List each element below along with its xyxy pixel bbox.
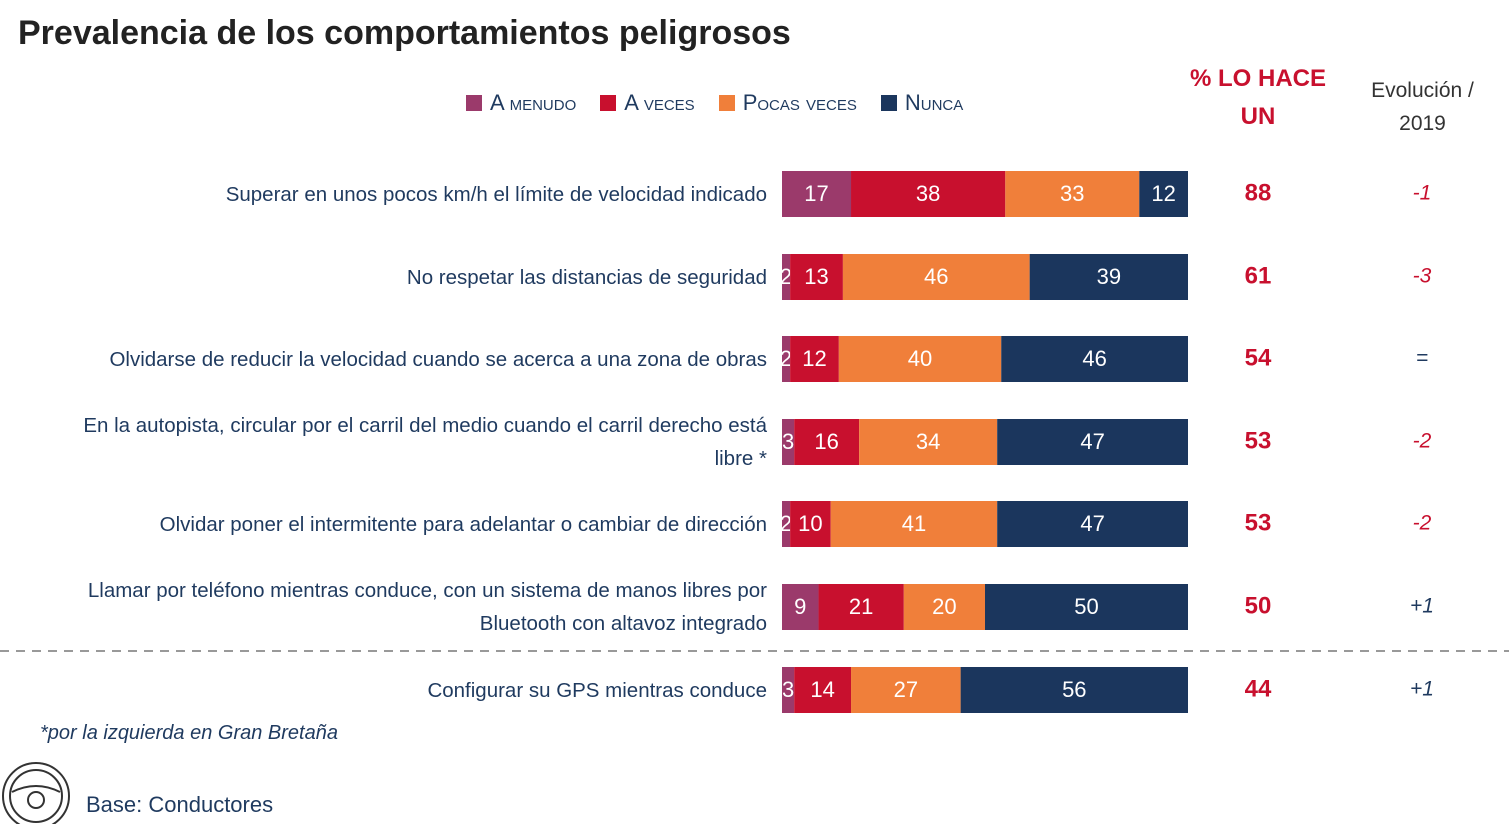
bar-segment <box>851 171 1006 217</box>
bar-segment <box>790 336 839 382</box>
category-label: Olvidar poner el intermitente para adela… <box>159 512 767 536</box>
bar-value-label: 2 <box>780 264 792 289</box>
bar-value-label: 14 <box>810 677 834 702</box>
bar-segment <box>782 171 852 217</box>
bar-value-label: 41 <box>902 511 926 536</box>
bar-value-label: 27 <box>894 677 918 702</box>
bar-value-label: 56 <box>1062 677 1086 702</box>
bar-segment <box>1029 254 1188 300</box>
bar-value-label: 47 <box>1080 429 1104 454</box>
bar-segment <box>782 501 791 547</box>
summary-value: 53 <box>1245 509 1272 536</box>
bar-segment <box>790 501 831 547</box>
category-label: Configurar su GPS mientras conduce <box>427 678 767 702</box>
bar-segment <box>842 254 1030 300</box>
bar-value-label: 34 <box>916 429 940 454</box>
evolution-value: = <box>1416 347 1428 370</box>
bar-value-label: 40 <box>908 346 932 371</box>
summary-value: 44 <box>1245 675 1272 702</box>
evolution-value: +1 <box>1410 595 1434 618</box>
category-label: En la autopista, circular por el carril … <box>83 414 767 470</box>
bar-value-label: 21 <box>849 594 873 619</box>
category-label: Superar en unos pocos km/h el límite de … <box>225 182 767 206</box>
category-label: Llamar por teléfono mientras conduce, co… <box>87 579 767 635</box>
bar-segment <box>838 336 1002 382</box>
bar-segment <box>794 419 860 465</box>
bar-segment <box>782 336 791 382</box>
bar-value-label: 9 <box>794 594 806 619</box>
bar-segment <box>794 667 852 713</box>
bar-segment <box>1001 336 1188 382</box>
bar-value-label: 12 <box>802 346 826 371</box>
bar-segment <box>985 584 1188 630</box>
bar-value-label: 3 <box>782 429 794 454</box>
evolution-value: -3 <box>1413 265 1432 288</box>
summary-value: 54 <box>1245 344 1272 371</box>
bar-value-label: 13 <box>804 264 828 289</box>
bar-segment <box>997 501 1188 547</box>
bar-segment <box>903 584 985 630</box>
bar-value-label: 47 <box>1080 511 1104 536</box>
bar-value-label: 50 <box>1074 594 1098 619</box>
bar-segment <box>997 419 1188 465</box>
bar-value-label: 10 <box>798 511 822 536</box>
bar-segment <box>818 584 904 630</box>
evolution-header: Evolución / 2019 <box>1371 79 1474 135</box>
legend-swatch <box>718 95 735 111</box>
bar-segment <box>790 254 843 300</box>
bar-value-label: 33 <box>1060 181 1084 206</box>
legend-swatch <box>466 95 482 111</box>
bar-segment <box>830 501 998 547</box>
evolution-value: +1 <box>1410 678 1434 701</box>
bar-value-label: 3 <box>782 677 794 702</box>
bar-segment <box>960 667 1188 713</box>
summary-value: 88 <box>1245 179 1272 206</box>
bar-value-label: 2 <box>780 511 792 536</box>
summary-value: 61 <box>1245 262 1272 289</box>
bar-value-label: 12 <box>1151 181 1175 206</box>
legend-item: A menudo <box>466 90 576 116</box>
icon <box>2 762 70 824</box>
legend-item: Nunca <box>880 90 964 116</box>
bar-value-label: 46 <box>924 264 948 289</box>
bar-value-label: 39 <box>1097 264 1121 289</box>
category-label: No respetar las distancias de seguridad <box>406 265 767 289</box>
legend-swatch <box>880 95 897 111</box>
bar-segment <box>782 419 795 465</box>
legend-label: Nunca <box>904 90 964 115</box>
summary-value: 50 <box>1245 592 1272 619</box>
footnote: *por la izquierda en Gran Bretaña <box>40 722 338 744</box>
summary-header: % LO HACE UN <box>1190 65 1327 130</box>
legend: A menudo A veces Pocas veces Nunca <box>466 90 987 116</box>
legend-label: Pocas veces <box>742 90 857 115</box>
legend-swatch <box>600 95 617 111</box>
bar-value-label: 17 <box>804 181 828 206</box>
bar-segment <box>1005 171 1140 217</box>
legend-label: A veces <box>624 90 695 115</box>
bar-segment <box>851 667 961 713</box>
base-note: Base: Conductores <box>86 792 274 817</box>
chart-title: Prevalencia de los comportamientos pelig… <box>18 14 791 52</box>
legend-item: Pocas veces <box>718 90 857 116</box>
legend-label: A menudo <box>490 90 577 115</box>
bar-segment <box>782 254 791 300</box>
bar-value-label: 16 <box>814 429 838 454</box>
bar-value-label: 20 <box>932 594 956 619</box>
bar-segment <box>1139 171 1188 217</box>
evolution-value: -1 <box>1413 182 1432 205</box>
category-label: Olvidarse de reducir la velocidad cuando… <box>109 347 767 371</box>
evolution-value: -2 <box>1413 430 1432 453</box>
evolution-value: -2 <box>1413 512 1432 535</box>
bar-segment <box>782 667 795 713</box>
legend-item: A veces <box>600 90 695 116</box>
bar-segment <box>782 584 819 630</box>
bar-segment <box>859 419 998 465</box>
bar-value-label: 2 <box>780 346 792 371</box>
bar-value-label: 46 <box>1082 346 1106 371</box>
bar-value-label: 38 <box>916 181 940 206</box>
summary-value: 53 <box>1245 427 1272 454</box>
